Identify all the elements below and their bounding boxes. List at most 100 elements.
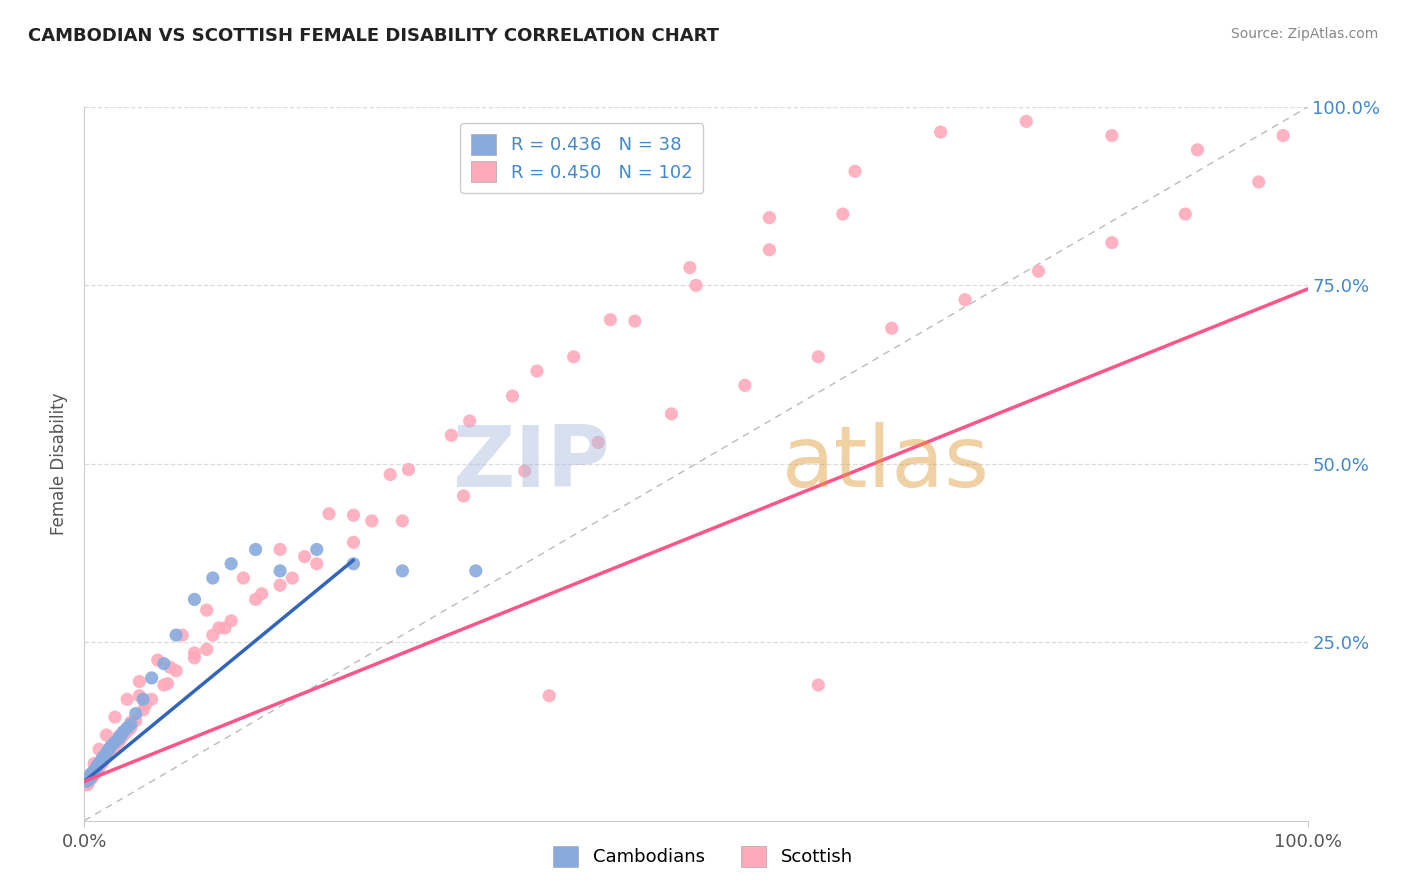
Point [90, 753, 112, 767]
Point [86, 760, 108, 774]
Point [661, 407, 683, 421]
Point [758, 211, 780, 225]
Y-axis label: Female Disability: Female Disability [51, 392, 69, 535]
Point [758, 243, 780, 257]
Point [269, 578, 291, 592]
Point [880, 321, 903, 335]
Text: CAMBODIAN VS SCOTTISH FEMALE DISABILITY CORRELATION CHART: CAMBODIAN VS SCOTTISH FEMALE DISABILITY … [28, 27, 718, 45]
Point [97, 746, 120, 760]
Point [1247, 175, 1270, 189]
Point [115, 692, 138, 706]
Point [391, 564, 413, 578]
Point [107, 735, 129, 749]
Point [79, 769, 101, 783]
Point [86, 760, 108, 774]
Point [93, 749, 115, 764]
Point [398, 462, 420, 476]
Point [183, 646, 205, 660]
Point [685, 278, 707, 293]
Point [844, 164, 866, 178]
Point [929, 125, 952, 139]
Point [183, 592, 205, 607]
Point [153, 678, 176, 692]
Point [82, 769, 104, 783]
Point [679, 260, 702, 275]
Point [104, 739, 127, 753]
Point [153, 657, 176, 671]
Point [83, 767, 105, 781]
Point [734, 378, 756, 392]
Point [80, 769, 103, 783]
Point [318, 507, 340, 521]
Point [76, 774, 98, 789]
Text: Source: ZipAtlas.com: Source: ZipAtlas.com [1230, 27, 1378, 41]
Point [360, 514, 382, 528]
Point [250, 587, 273, 601]
Point [104, 710, 127, 724]
Point [100, 742, 122, 756]
Point [281, 571, 304, 585]
Point [342, 557, 364, 571]
Point [112, 728, 135, 742]
Point [97, 742, 120, 756]
Point [219, 614, 242, 628]
Point [1101, 235, 1123, 250]
Point [128, 689, 150, 703]
Point [84, 762, 107, 776]
Point [77, 772, 100, 787]
Point [96, 746, 118, 760]
Point [1187, 143, 1209, 157]
Point [502, 389, 524, 403]
Point [87, 742, 110, 756]
Point [87, 756, 110, 771]
Point [120, 715, 142, 730]
Point [120, 721, 142, 735]
Point [245, 592, 267, 607]
Point [586, 435, 609, 450]
Point [305, 542, 328, 557]
Point [538, 689, 561, 703]
Point [146, 653, 169, 667]
Point [91, 751, 114, 765]
Point [91, 751, 114, 765]
Point [115, 724, 138, 739]
Point [89, 758, 111, 772]
Point [77, 771, 100, 785]
Point [132, 703, 155, 717]
Point [77, 774, 100, 789]
Point [135, 698, 157, 712]
Point [208, 621, 231, 635]
Point [214, 621, 236, 635]
Point [79, 772, 101, 787]
Point [83, 764, 105, 778]
Point [1028, 264, 1050, 278]
Point [1272, 128, 1295, 143]
Point [86, 764, 108, 778]
Text: atlas: atlas [782, 422, 990, 506]
Point [172, 628, 194, 642]
Point [294, 549, 316, 564]
Point [104, 735, 127, 749]
Point [96, 749, 118, 764]
Point [380, 467, 402, 482]
Point [201, 571, 224, 585]
Point [165, 664, 187, 678]
Point [953, 293, 976, 307]
Point [97, 742, 120, 756]
Point [807, 350, 830, 364]
Point [269, 564, 291, 578]
Point [305, 557, 328, 571]
Point [84, 765, 107, 780]
Point [599, 312, 621, 326]
Point [89, 755, 111, 769]
Point [391, 514, 413, 528]
Point [513, 464, 536, 478]
Point [156, 676, 179, 690]
Point [120, 717, 142, 731]
Point [165, 628, 187, 642]
Point [141, 692, 163, 706]
Point [269, 542, 291, 557]
Point [90, 756, 112, 771]
Point [93, 753, 115, 767]
Point [219, 557, 242, 571]
